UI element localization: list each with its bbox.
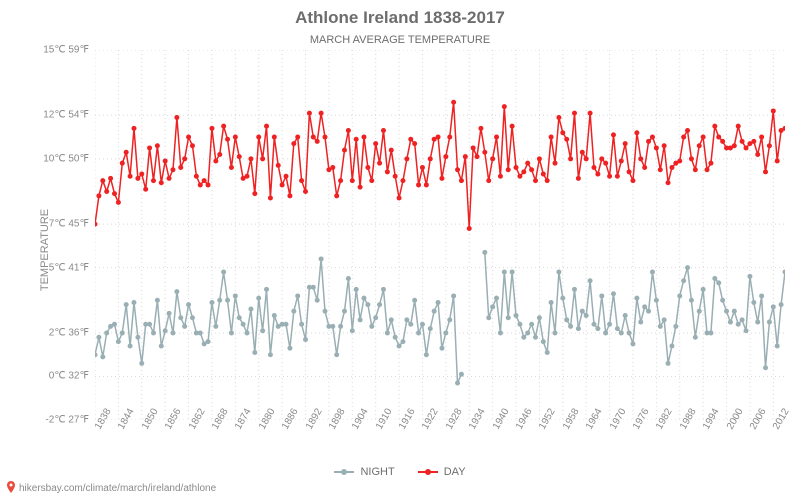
y-axis-ticks: -2℃ 27℉0℃ 32℉2℃ 36℉5℃ 41℉7℃ 45℉10℃ 50℉12… xyxy=(0,50,95,420)
legend-label-day: DAY xyxy=(444,466,466,478)
y-tick-label: 12℃ 54℉ xyxy=(43,110,89,121)
attribution-text: hikersbay.com/climate/march/ireland/athl… xyxy=(19,483,216,494)
chart-title: Athlone Ireland 1838-2017 xyxy=(0,8,800,28)
legend-label-night: NIGHT xyxy=(360,466,394,478)
map-pin-icon xyxy=(6,481,16,496)
y-tick-label: 7℃ 45℉ xyxy=(49,219,89,230)
y-tick-label: 2℃ 36℉ xyxy=(49,327,89,338)
plot-svg xyxy=(95,50,785,420)
x-axis-ticks: 1838184418501856186218681874188018861892… xyxy=(95,420,785,460)
plot-area xyxy=(95,50,785,420)
chart-subtitle: MARCH AVERAGE TEMPERATURE xyxy=(0,34,800,46)
y-tick-label: 5℃ 41℉ xyxy=(49,262,89,273)
legend-item-night: NIGHT xyxy=(334,466,394,478)
legend-item-day: DAY xyxy=(418,466,466,478)
y-tick-label: -2℃ 27℉ xyxy=(45,415,89,426)
attribution: hikersbay.com/climate/march/ireland/athl… xyxy=(6,481,216,496)
legend: NIGHT DAY xyxy=(0,464,800,478)
y-tick-label: 10℃ 50℉ xyxy=(43,153,89,164)
chart-container: Athlone Ireland 1838-2017 MARCH AVERAGE … xyxy=(0,0,800,500)
legend-swatch-day xyxy=(418,471,438,473)
y-tick-label: 0℃ 32℉ xyxy=(49,371,89,382)
y-tick-label: 15℃ 59℉ xyxy=(43,45,89,56)
legend-swatch-night xyxy=(334,471,354,473)
